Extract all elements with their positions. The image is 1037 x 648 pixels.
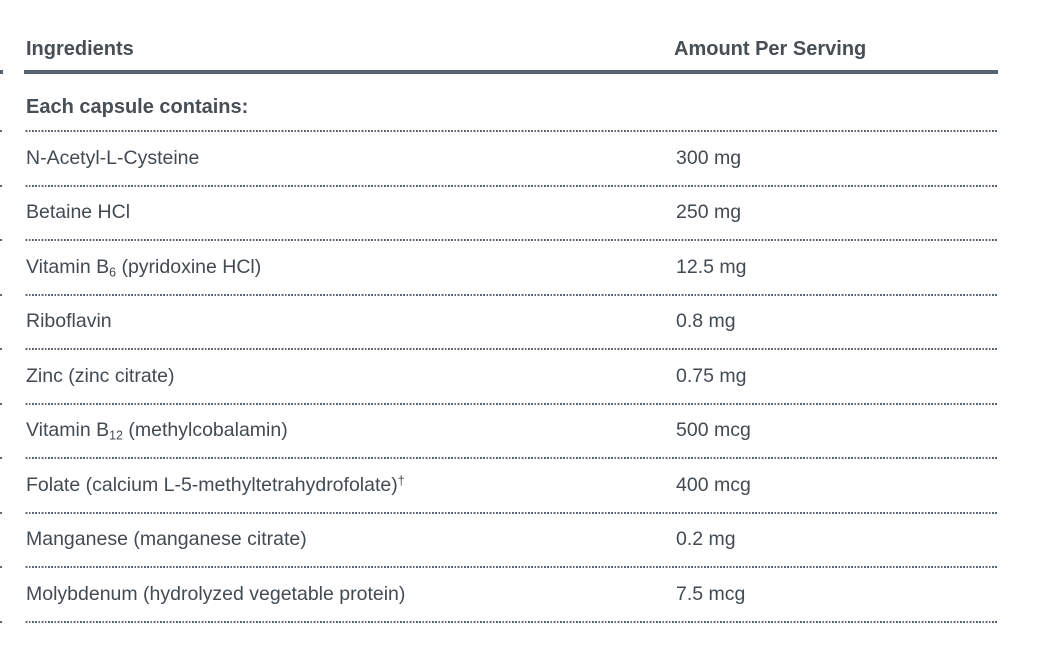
ingredient-amount: 0.2 mg [676,528,736,551]
ingredient-name: Vitamin B12 (methylcobalamin) [26,419,288,443]
table-header-row: Ingredients Amount Per Serving [0,0,998,70]
ingredient-name: Folate (calcium L-5-methyltetrahydrofola… [26,473,405,496]
ingredient-amount: 500 mcg [676,419,751,442]
row-divider [0,402,998,405]
row-divider [0,511,998,514]
column-header-amount-per-serving: Amount Per Serving [674,38,867,60]
ingredient-name: Manganese (manganese citrate) [26,528,307,551]
row-divider [0,293,998,296]
ingredient-name: Riboflavin [26,310,112,333]
table-row: Betaine HCl 250 mg [0,187,998,240]
header-rule [0,70,998,74]
table-row: Manganese (manganese citrate) 0.2 mg [0,514,998,567]
row-divider [0,239,998,241]
row-divider [0,130,998,132]
table-row: Zinc (zinc citrate) 0.75 mg [0,350,998,403]
row-divider [0,457,998,459]
ingredient-amount: 300 mg [676,146,742,169]
ingredients-table: Ingredients Amount Per Serving Each caps… [0,0,998,623]
table-row: Vitamin B12 (methylcobalamin) 500 mcg [0,405,998,458]
ingredient-amount: 0.75 mg [676,364,747,387]
row-divider [0,620,998,623]
ingredient-name: Zinc (zinc citrate) [26,364,175,387]
ingredient-amount: 0.8 mg [676,310,736,333]
ingredient-amount: 250 mg [676,201,742,224]
ingredient-amount: 400 mcg [676,473,751,496]
section-title: Each capsule contains: [26,96,249,118]
table-row: Molybdenum (hydrolyzed vegetable protein… [0,568,998,621]
table-row: N-Acetyl-L-Cysteine 300 mg [0,132,998,185]
ingredient-amount: 7.5 mcg [676,582,746,605]
ingredient-name: N-Acetyl-L-Cysteine [26,146,200,169]
table-row: Folate (calcium L-5-methyltetrahydrofola… [0,459,998,512]
ingredient-name: Molybdenum (hydrolyzed vegetable protein… [26,582,406,605]
row-divider [0,348,998,350]
column-header-ingredients: Ingredients [26,38,134,60]
left-gutter [3,0,24,648]
ingredient-amount: 12.5 mg [676,255,747,278]
table-row: Vitamin B6 (pyridoxine HCl) 12.5 mg [0,241,998,294]
row-divider [0,184,998,187]
table-row: Riboflavin 0.8 mg [0,296,998,349]
ingredient-name: Vitamin B6 (pyridoxine HCl) [26,255,262,280]
row-divider [0,566,998,568]
ingredient-name: Betaine HCl [26,201,131,224]
